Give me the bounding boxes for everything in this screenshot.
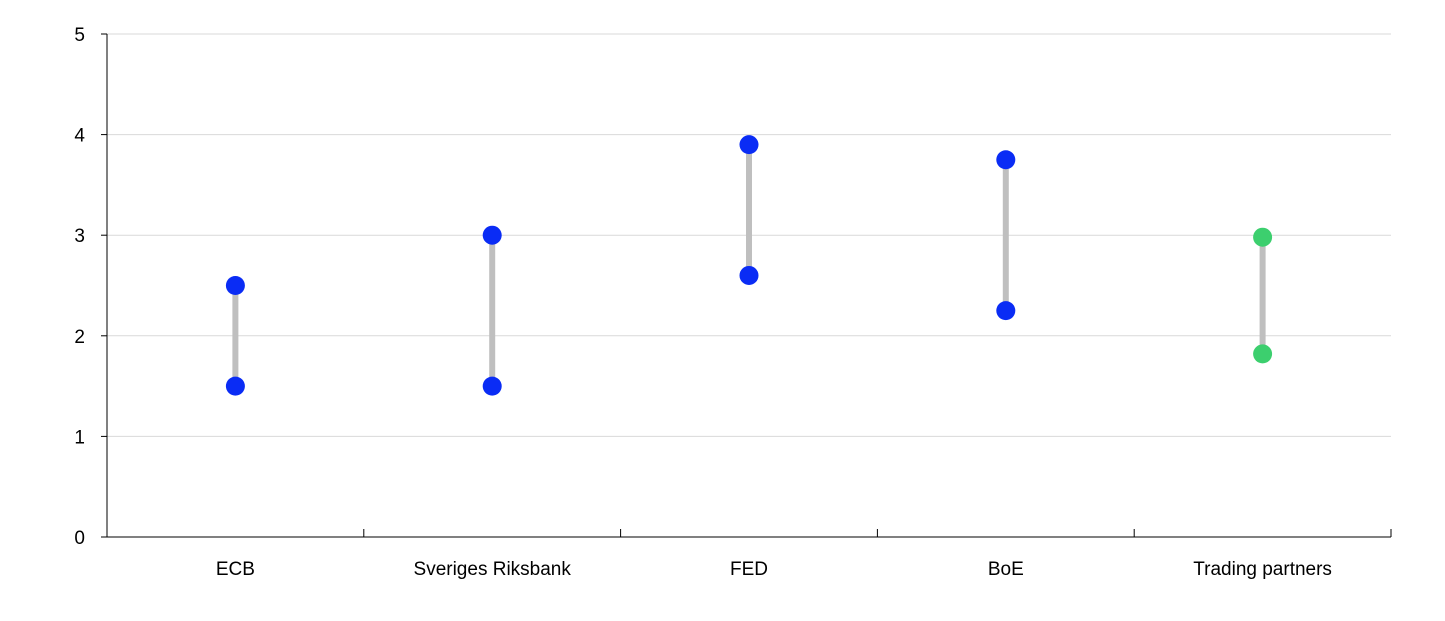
x-category-label-2: FED xyxy=(730,559,768,580)
range-high-point-4 xyxy=(1253,227,1273,247)
range-high-point-2 xyxy=(739,135,759,155)
range-high-point-1 xyxy=(482,225,502,245)
y-tick-label-3: 3 xyxy=(74,226,85,247)
x-category-label-0: ECB xyxy=(216,559,255,580)
x-category-label-4: Trading partners xyxy=(1193,559,1332,580)
range-high-point-3 xyxy=(996,150,1016,170)
x-category-label-1: Sveriges Riksbank xyxy=(414,559,572,580)
y-tick-label-0: 0 xyxy=(74,528,85,549)
y-tick-labels: 0 1 2 3 4 5 xyxy=(74,25,85,549)
range-low-point-4 xyxy=(1253,344,1273,364)
axes xyxy=(101,33,1392,538)
x-category-label-3: BoE xyxy=(988,559,1024,580)
range-high-point-0 xyxy=(225,276,245,295)
range-low-point-2 xyxy=(739,265,759,285)
x-category-labels: ECB Sveriges Riksbank FED BoE Trading partne… xyxy=(216,559,1332,580)
range-marks xyxy=(225,135,1273,396)
y-tick-label-2: 2 xyxy=(74,327,85,348)
y-tick-label-1: 1 xyxy=(74,427,85,448)
y-tick-label-5: 5 xyxy=(74,25,85,46)
y-tick-label-4: 4 xyxy=(74,126,85,147)
range-low-point-1 xyxy=(482,376,502,396)
range-low-point-3 xyxy=(996,301,1016,321)
range-low-point-0 xyxy=(225,376,245,396)
